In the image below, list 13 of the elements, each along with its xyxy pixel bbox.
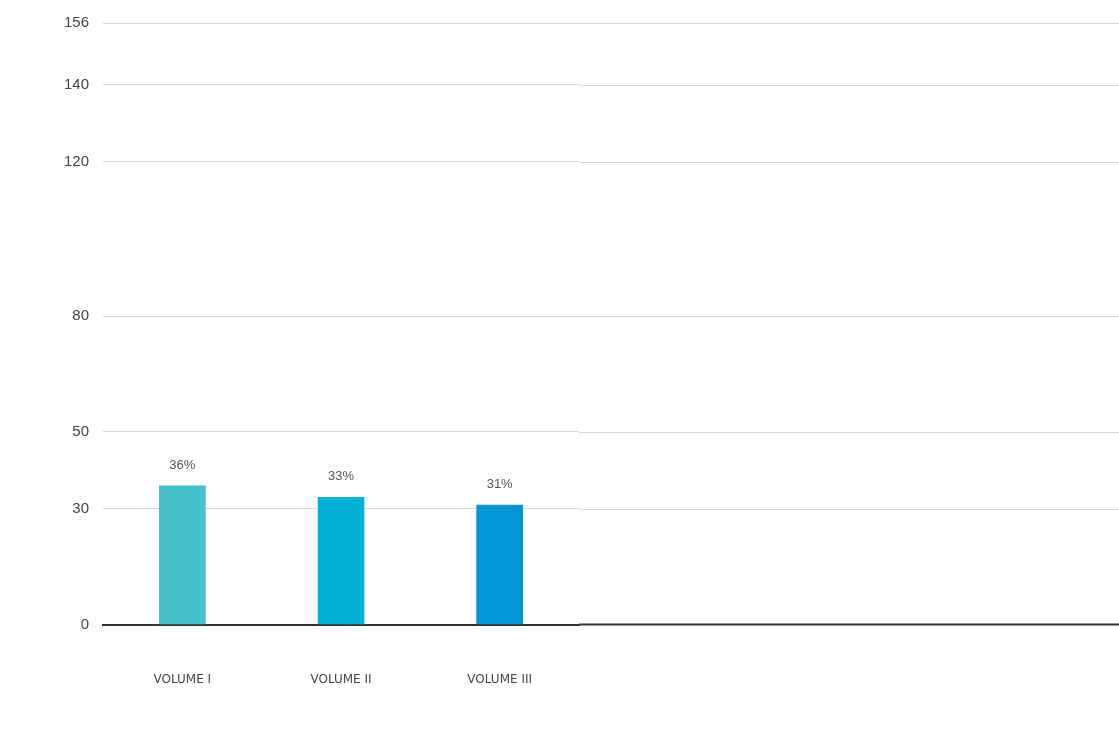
x-tick-label: VOLUME III (467, 671, 533, 686)
y-tick-label: 50 (72, 421, 90, 439)
data-label: 33% (328, 468, 355, 484)
y-tick-label: 140 (64, 74, 90, 92)
y-tick-label: 0 (80, 614, 90, 632)
x-tick-label: VOLUME I (153, 671, 212, 686)
x-tick-label: VOLUME II (310, 671, 372, 686)
y-tick-label: 30 (72, 499, 90, 517)
y-tick-label: 120 (64, 151, 90, 169)
y-tick-label: 156 (64, 13, 90, 31)
y-tick-label: 80 (72, 306, 90, 324)
data-label: 36% (169, 456, 196, 472)
data-label: 31% (486, 476, 514, 492)
